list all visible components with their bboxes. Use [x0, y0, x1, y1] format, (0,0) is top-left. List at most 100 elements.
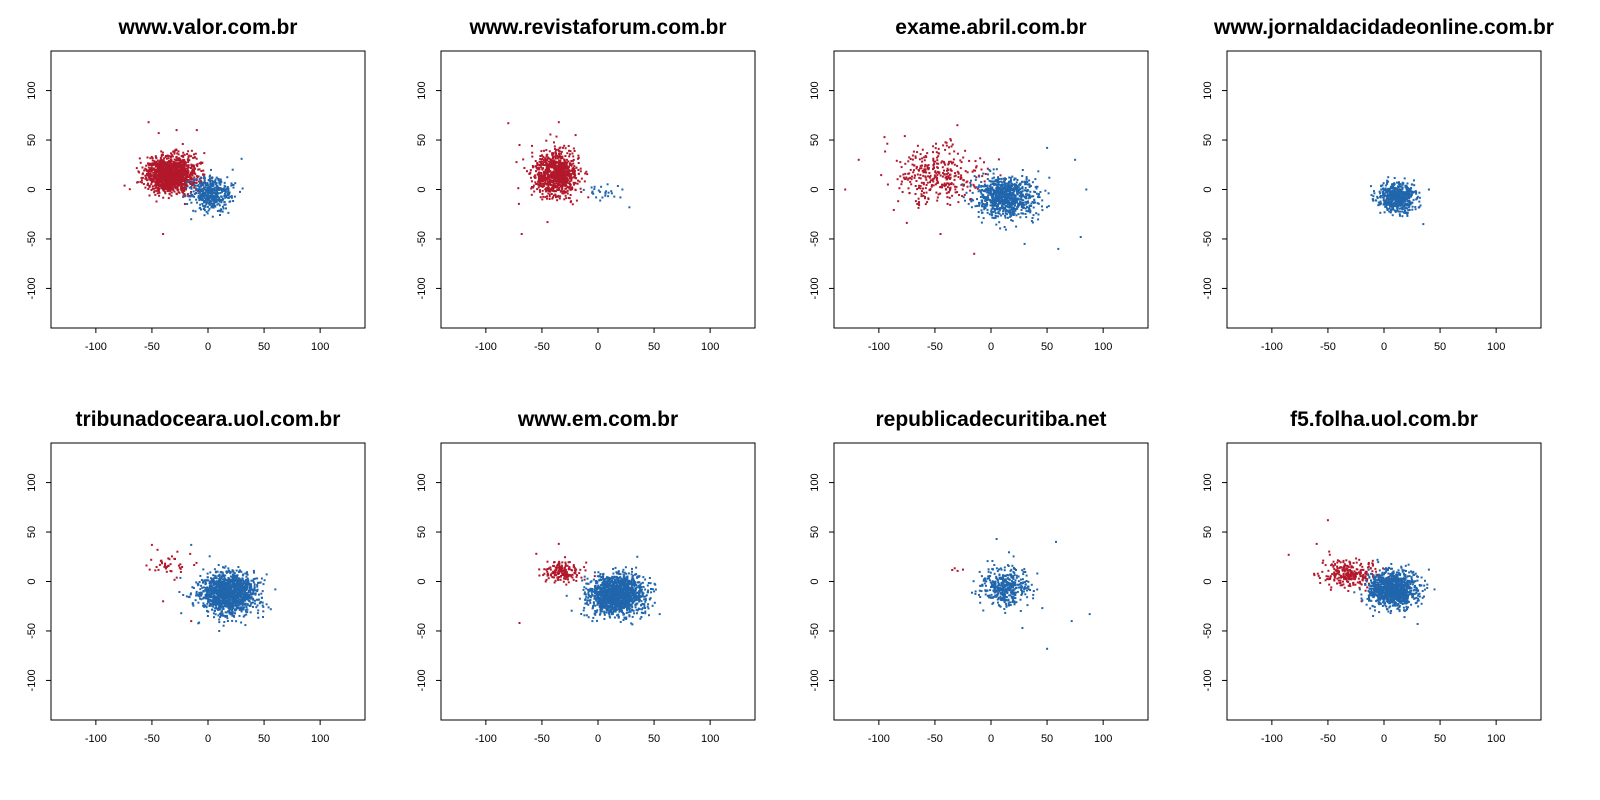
scatter-point	[547, 192, 550, 195]
scatter-point	[1022, 194, 1025, 197]
scatter-point	[964, 199, 966, 202]
scatter-point	[945, 183, 947, 186]
scatter-point	[1409, 201, 1412, 204]
scatter-point	[175, 129, 178, 132]
scatter-point	[202, 184, 204, 187]
y-tick-label: -100	[26, 277, 38, 299]
scatter-point	[175, 186, 178, 189]
scatter-point	[186, 193, 189, 196]
scatter-point	[1403, 177, 1406, 180]
scatter-point	[935, 142, 937, 145]
scatter-point	[187, 179, 190, 182]
scatter-point	[252, 579, 255, 582]
scatter-point	[934, 183, 937, 186]
scatter-point	[1031, 221, 1034, 224]
scatter-point	[628, 206, 631, 209]
scatter-point	[564, 177, 567, 180]
scatter-point	[918, 176, 921, 179]
scatter-point	[183, 162, 186, 165]
scatter-point	[945, 192, 948, 195]
scatter-point	[990, 180, 993, 183]
scatter-point	[561, 177, 564, 180]
scatter-point	[540, 161, 543, 164]
x-tick-label: 0	[988, 341, 994, 353]
scatter-point	[541, 158, 544, 160]
scatter-point	[1413, 184, 1416, 187]
scatter-point	[166, 184, 169, 187]
scatter-point	[1047, 205, 1050, 208]
scatter-point	[563, 178, 565, 181]
scatter-point	[223, 184, 226, 187]
scatter-point	[1004, 199, 1007, 202]
scatter-point	[1383, 195, 1386, 197]
scatter-point	[1007, 195, 1010, 198]
scatter-point	[566, 178, 569, 181]
scatter-point	[921, 164, 923, 167]
x-tick-label: -50	[144, 341, 160, 353]
scatter-point	[907, 160, 910, 163]
y-tick-label: 100	[416, 81, 428, 99]
scatter-point	[546, 153, 549, 156]
scatter-point	[1416, 195, 1419, 198]
scatter-point	[963, 183, 965, 186]
scatter-point	[574, 189, 577, 192]
scatter-point	[168, 161, 171, 164]
scatter-point	[1398, 207, 1401, 210]
scatter-point	[169, 164, 172, 167]
scatter-point	[156, 181, 159, 184]
scatter-point	[543, 183, 546, 186]
scatter-point	[541, 178, 544, 181]
scatter-point	[180, 184, 183, 187]
scatter-point	[227, 193, 230, 196]
scatter-point	[1418, 200, 1421, 203]
scatter-point	[969, 197, 972, 200]
scatter-point	[1015, 199, 1018, 202]
scatter-point	[182, 154, 185, 157]
scatter-point	[1410, 194, 1413, 197]
scatter-point	[557, 121, 560, 124]
scatter-point	[1372, 195, 1375, 198]
scatter-point	[183, 158, 186, 161]
scatter-point	[212, 204, 215, 207]
scatter-point	[940, 161, 943, 164]
scatter-point	[193, 193, 196, 195]
scatter-point	[993, 210, 996, 213]
scatter-point	[209, 202, 211, 204]
scatter-point	[1401, 188, 1404, 191]
scatter-point	[915, 167, 918, 170]
scatter-point	[1027, 194, 1030, 197]
scatter-point	[547, 156, 550, 159]
scatter-point	[197, 196, 200, 199]
scatter-point	[569, 150, 572, 153]
scatter-point	[980, 205, 983, 208]
scatter-point	[195, 561, 198, 564]
scatter-point	[1020, 202, 1023, 205]
scatter-point	[991, 194, 994, 197]
scatter-point	[568, 153, 571, 156]
scatter-point	[559, 159, 562, 162]
scatter-point	[246, 571, 248, 574]
y-tick-label: -100	[416, 277, 428, 299]
x-tick-label: -100	[85, 733, 107, 745]
scatter-point	[1379, 202, 1382, 205]
scatter-point	[183, 153, 186, 156]
scatter-point	[965, 191, 968, 194]
scatter-point	[174, 172, 177, 175]
scatter-point	[1379, 211, 1382, 214]
scatter-point	[559, 181, 562, 184]
scatter-point	[186, 164, 189, 167]
scatter-point	[204, 191, 207, 194]
scatter-point	[1401, 181, 1404, 184]
scatter-point	[1021, 205, 1024, 208]
scatter-point	[565, 163, 568, 166]
scatter-point	[160, 182, 163, 185]
scatter-point	[153, 190, 156, 193]
scatter-point	[220, 201, 223, 204]
scatter-point	[1406, 195, 1409, 198]
x-tick-label: 0	[205, 341, 211, 353]
scatter-point	[523, 167, 526, 169]
scatter-point	[989, 199, 991, 201]
scatter-point	[997, 210, 1000, 213]
scatter-point	[544, 182, 547, 185]
scatter-point	[189, 176, 191, 179]
